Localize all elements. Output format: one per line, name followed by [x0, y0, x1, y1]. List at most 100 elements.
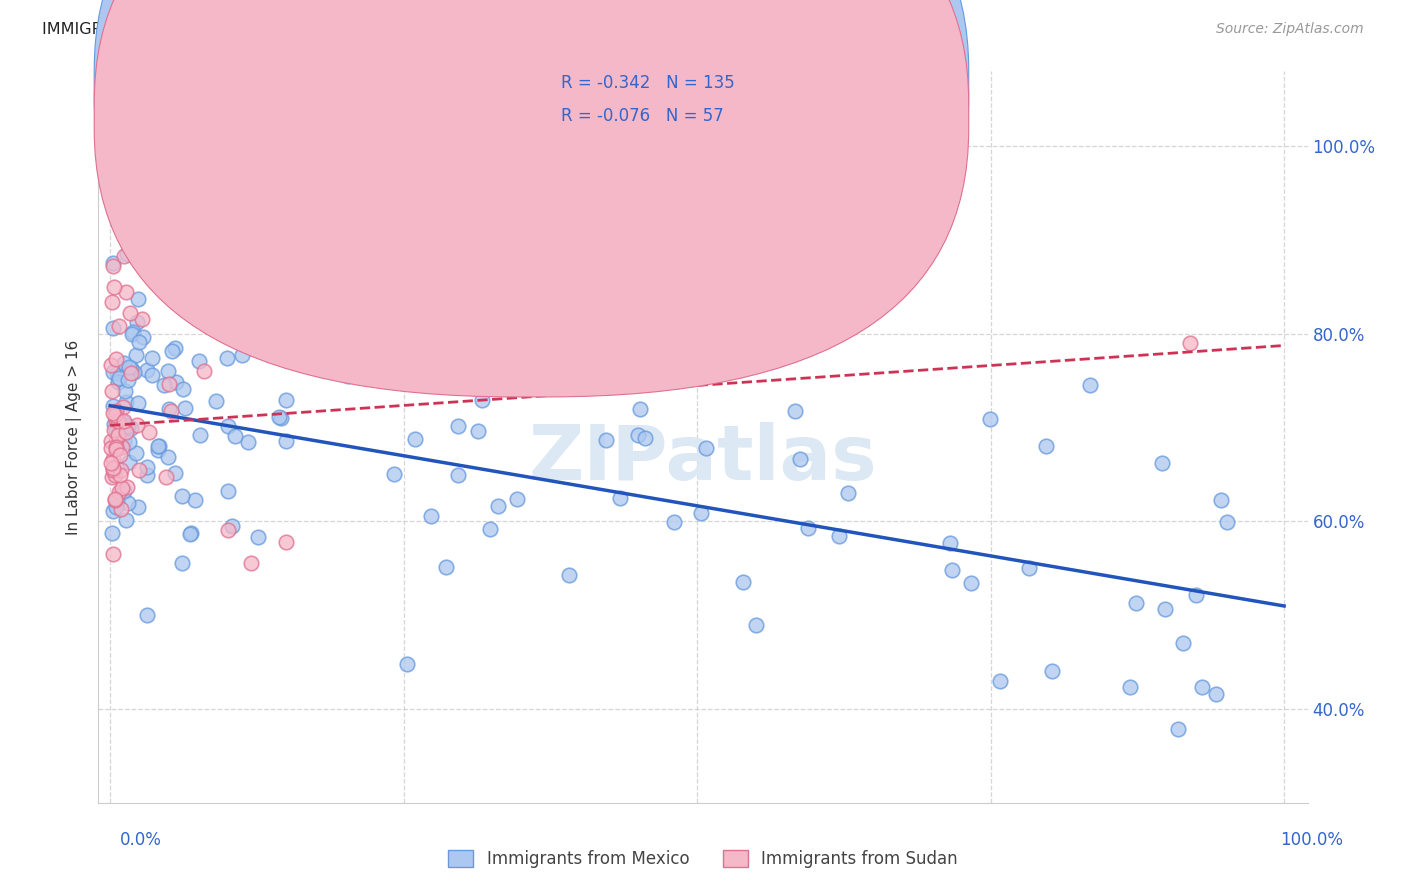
- Point: [101, 526, 124, 541]
- Point: [122, 364, 145, 378]
- Point: [110, 463, 132, 477]
- Point: [153, 377, 176, 392]
- Point: [138, 425, 160, 439]
- Text: R = -0.342   N = 135: R = -0.342 N = 135: [561, 74, 735, 92]
- Point: [103, 406, 125, 420]
- Point: [136, 468, 159, 483]
- Point: [114, 285, 136, 299]
- Point: [506, 492, 529, 507]
- Text: Source: ZipAtlas.com: Source: ZipAtlas.com: [1216, 22, 1364, 37]
- Point: [941, 563, 963, 577]
- Point: [127, 417, 149, 432]
- Point: [117, 496, 139, 510]
- Point: [744, 618, 766, 632]
- Point: [160, 344, 183, 359]
- Point: [135, 607, 157, 622]
- Point: [486, 499, 509, 513]
- Point: [103, 452, 125, 467]
- Point: [322, 233, 344, 247]
- Point: [662, 515, 685, 529]
- Point: [194, 255, 217, 269]
- Point: [404, 432, 426, 446]
- Point: [238, 434, 260, 449]
- Point: [384, 467, 406, 482]
- Point: [107, 376, 129, 390]
- Point: [1078, 377, 1101, 392]
- Point: [628, 401, 651, 416]
- Point: [101, 295, 124, 310]
- Point: [1216, 515, 1239, 529]
- Point: [157, 450, 180, 464]
- Point: [276, 392, 298, 407]
- Point: [633, 431, 655, 445]
- Point: [141, 368, 163, 382]
- Point: [558, 568, 581, 582]
- Point: [112, 414, 135, 428]
- Point: [595, 433, 617, 447]
- Point: [104, 423, 127, 437]
- Point: [1166, 722, 1188, 736]
- Point: [120, 361, 142, 376]
- Point: [1191, 680, 1213, 694]
- Point: [111, 482, 134, 496]
- Point: [187, 354, 209, 368]
- Point: [217, 418, 239, 433]
- Text: 100.0%: 100.0%: [1279, 831, 1343, 849]
- Point: [135, 362, 157, 376]
- Point: [117, 480, 139, 494]
- Point: [114, 384, 136, 398]
- Point: [103, 256, 125, 270]
- Point: [1040, 664, 1063, 678]
- Point: [733, 575, 755, 590]
- Point: [789, 452, 811, 467]
- Point: [101, 547, 124, 561]
- Point: [125, 348, 148, 362]
- Point: [103, 462, 125, 476]
- Point: [100, 456, 122, 470]
- Point: [108, 467, 131, 482]
- Point: [217, 351, 239, 365]
- Point: [108, 439, 131, 453]
- Point: [157, 377, 180, 392]
- Point: [120, 421, 142, 435]
- Point: [107, 414, 129, 428]
- Point: [117, 373, 139, 387]
- Point: [155, 470, 177, 484]
- Point: [103, 365, 125, 379]
- Point: [1119, 680, 1142, 694]
- Point: [115, 247, 138, 261]
- Point: [217, 484, 239, 499]
- Point: [146, 439, 169, 453]
- Point: [141, 351, 163, 366]
- Point: [104, 351, 127, 366]
- Point: [988, 674, 1011, 689]
- Point: [224, 429, 246, 443]
- Point: [117, 419, 139, 434]
- Point: [111, 401, 134, 415]
- Point: [695, 441, 717, 455]
- Point: [190, 248, 212, 262]
- Point: [100, 442, 122, 456]
- Point: [447, 419, 470, 434]
- Point: [118, 434, 141, 449]
- Point: [104, 467, 127, 482]
- Text: IMMIGRANTS FROM MEXICO VS IMMIGRANTS FROM SUDAN IN LABOR FORCE | AGE > 16 CORREL: IMMIGRANTS FROM MEXICO VS IMMIGRANTS FRO…: [42, 22, 927, 38]
- Text: R = -0.076   N = 57: R = -0.076 N = 57: [561, 107, 724, 125]
- Point: [110, 501, 132, 516]
- Point: [101, 400, 124, 414]
- Point: [120, 306, 142, 320]
- Point: [797, 521, 820, 535]
- Point: [105, 414, 128, 428]
- Y-axis label: In Labor Force | Age > 16: In Labor Force | Age > 16: [66, 340, 83, 534]
- Point: [276, 534, 298, 549]
- Point: [159, 404, 181, 418]
- Point: [101, 469, 124, 483]
- Point: [104, 408, 127, 422]
- Point: [128, 335, 150, 350]
- Point: [627, 428, 650, 442]
- Point: [114, 395, 136, 409]
- Point: [184, 493, 207, 508]
- Point: [1205, 686, 1227, 700]
- Point: [111, 440, 134, 454]
- Point: [447, 468, 470, 483]
